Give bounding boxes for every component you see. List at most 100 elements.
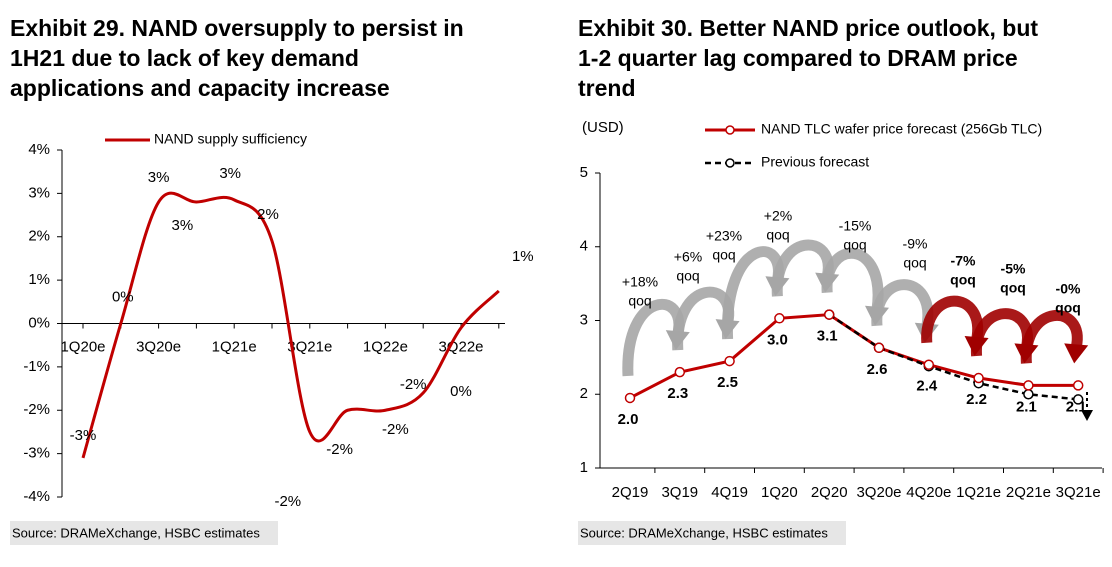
y-tick-label: 2	[580, 385, 588, 402]
y-tick-label: 3%	[28, 184, 50, 201]
legend-label: NAND TLC wafer price forecast (256Gb TLC…	[761, 121, 1042, 137]
legend-marker	[725, 158, 735, 168]
arrow	[821, 247, 884, 311]
y-tick-label: 3	[580, 311, 588, 328]
data-label: -2%	[400, 376, 427, 393]
data-point	[873, 342, 885, 354]
x-tick-label: 2Q19	[612, 484, 649, 501]
arrow	[921, 295, 984, 344]
legend-marker	[725, 125, 735, 135]
data-point	[1072, 380, 1084, 391]
y-tick-label: 4%	[28, 141, 50, 158]
data-label: -3%	[70, 427, 97, 444]
arrow	[1020, 310, 1083, 364]
data-label: 3%	[219, 165, 241, 182]
annotation: -5%	[1001, 261, 1026, 277]
annotation: qoq	[1000, 280, 1026, 296]
x-tick-label: 4Q20e	[906, 484, 951, 501]
legend-label: NAND supply sufficiency	[154, 131, 307, 147]
data-label: 2.4	[916, 378, 938, 395]
x-tick-label: 3Q21e	[287, 338, 332, 355]
data-label: 3.0	[767, 331, 788, 348]
x-tick-label: 3Q21e	[1056, 484, 1101, 501]
data-label: 0%	[112, 288, 134, 305]
annotation: -0%	[1056, 281, 1081, 297]
data-point	[774, 313, 785, 324]
data-label: 3%	[148, 169, 170, 186]
y-tick-label: -1%	[23, 358, 50, 375]
chart-title: applications and capacity increase	[10, 75, 390, 101]
data-point	[973, 372, 984, 384]
annotation: +18%	[622, 274, 658, 290]
y-tick-label: -4%	[23, 488, 50, 505]
annotation: +6%	[674, 249, 702, 265]
x-tick-label: 2Q21e	[1006, 484, 1051, 501]
chart-title: Exhibit 29. NAND oversupply to persist i…	[10, 15, 464, 41]
data-label: 2.3	[667, 385, 688, 402]
data-line	[828, 313, 1079, 401]
data-point	[674, 366, 686, 378]
source-box	[10, 521, 278, 545]
data-label: 2.1	[1066, 398, 1087, 415]
y-tick-label: 0%	[28, 314, 50, 331]
chart-title: Exhibit 30. Better NAND price outlook, b…	[578, 15, 1038, 41]
annotation: qoq	[628, 293, 651, 309]
data-label: 2.0	[618, 411, 639, 428]
annotation: qoq	[676, 268, 699, 284]
annotation: +2%	[764, 208, 792, 224]
data-label: 1%	[512, 248, 534, 265]
source: Source: DRAMeXchange, HSBC estimates	[580, 525, 828, 540]
data-label: -2%	[274, 493, 301, 510]
x-tick-label: 2Q20	[811, 484, 848, 501]
y-tick-label: -2%	[23, 401, 50, 418]
annotation: qoq	[1055, 300, 1081, 316]
data-label: -2%	[326, 441, 353, 458]
data-label: 3%	[172, 217, 194, 234]
legend-label: Previous forecast	[761, 154, 869, 170]
x-tick-label: 1Q20	[761, 484, 798, 501]
data-line	[629, 313, 1079, 400]
y-tick-label: -3%	[23, 445, 50, 462]
data-point	[923, 359, 935, 370]
annotation: qoq	[712, 247, 735, 263]
data-label: 2.5	[717, 374, 738, 391]
data-label: 2.1	[1016, 398, 1037, 415]
x-tick-label: 1Q20e	[60, 338, 105, 355]
data-label: 0%	[450, 383, 472, 400]
arrow	[771, 239, 834, 297]
annotation: -9%	[903, 236, 928, 252]
data-label: 2.2	[966, 391, 987, 408]
x-tick-label: 3Q22e	[438, 338, 483, 355]
data-label: 3.1	[817, 328, 838, 345]
x-tick-label: 3Q19	[661, 484, 698, 501]
data-label: 2.6	[867, 361, 888, 378]
arrow	[871, 279, 934, 328]
annotation: -15%	[839, 218, 872, 234]
trend-arrow-head	[1081, 410, 1093, 421]
y-tick-label: 2%	[28, 228, 50, 245]
y-tick-label: 1%	[28, 271, 50, 288]
annotation: qoq	[843, 237, 866, 253]
data-point	[1023, 380, 1034, 391]
arrow-head	[1064, 343, 1089, 364]
annotation: +23%	[706, 228, 742, 244]
annotation: qoq	[766, 227, 789, 243]
chart-title: 1-2 quarter lag compared to DRAM price	[578, 45, 1018, 71]
data-line	[81, 191, 500, 459]
x-tick-label: 4Q19	[711, 484, 748, 501]
x-tick-label: 3Q20e	[856, 484, 901, 501]
x-tick-label: 1Q22e	[363, 338, 408, 355]
chart-title: 1H21 due to lack of key demand	[10, 45, 359, 71]
annotation: qoq	[903, 255, 926, 271]
y-tick-label: 1	[580, 459, 588, 476]
x-tick-label: 1Q21e	[212, 338, 257, 355]
data-label: 2%	[257, 206, 279, 223]
x-tick-label: 1Q21e	[956, 484, 1001, 501]
data-point	[1072, 394, 1084, 405]
data-label: -2%	[382, 421, 409, 438]
source: Source: DRAMeXchange, HSBC estimates	[12, 525, 260, 540]
chart-title: trend	[578, 75, 636, 101]
source-box	[578, 521, 846, 545]
